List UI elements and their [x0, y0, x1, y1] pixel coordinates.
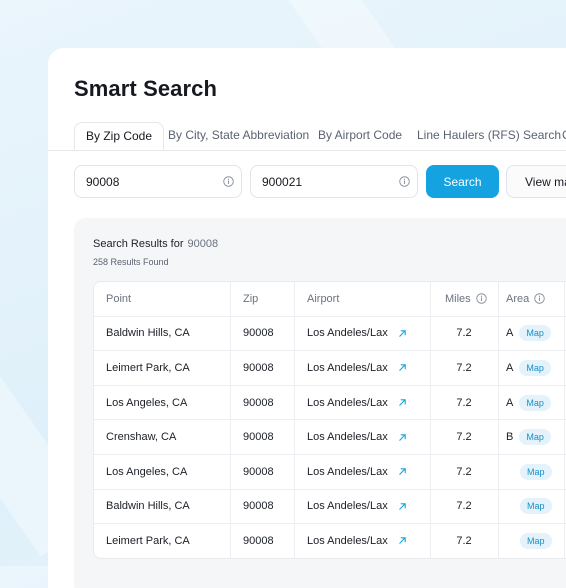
- map-button[interactable]: Map: [520, 463, 552, 480]
- info-icon[interactable]: [223, 176, 234, 187]
- zip-cell: 90008: [243, 361, 274, 374]
- map-button[interactable]: Map: [519, 429, 551, 446]
- airport-name: Los Andeles/Lax: [307, 361, 388, 374]
- table-row[interactable]: Crenshaw, CA 90008 Los Andeles/Lax 7.2 B Map: [94, 420, 566, 455]
- table-row[interactable]: Los Angeles, CA 90008 Los Andeles/Lax 7.2 Ma…: [94, 455, 566, 490]
- miles-cell: 7.2: [456, 500, 472, 513]
- map-button[interactable]: Map: [519, 394, 551, 411]
- map-button[interactable]: Map: [520, 532, 552, 549]
- area-cell: A Map: [506, 351, 551, 385]
- results-query: 90008: [187, 238, 219, 250]
- miles-cell: 7.2: [456, 327, 472, 340]
- results-panel: Search Results for 90008 258 Results Foun…: [74, 218, 566, 588]
- point-cell: Los Angeles, CA: [106, 396, 188, 409]
- zip-from-input[interactable]: [86, 166, 206, 197]
- airport-cell: Los Andeles/Lax: [307, 455, 407, 489]
- tab-by-city-state[interactable]: By City, State Abbreviation: [168, 128, 310, 142]
- table-row[interactable]: Baldwin Hills, CA 90008 Los Andeles/Lax 7.2…: [94, 317, 566, 352]
- airport-name: Los Andeles/Lax: [307, 431, 388, 444]
- point-cell: Leimert Park, CA: [106, 361, 190, 374]
- header-zip[interactable]: Zip: [243, 292, 259, 305]
- area-cell: Map: [506, 490, 552, 524]
- airport-cell: Los Andeles/Lax: [307, 351, 407, 385]
- table-header: Point Zip Airport Miles Area: [94, 282, 566, 317]
- area-cell: A Map: [506, 317, 551, 351]
- area-cell: Map: [506, 455, 552, 489]
- airport-name: Los Andeles/Lax: [307, 534, 388, 547]
- external-link-icon[interactable]: [398, 536, 407, 545]
- miles-cell: 7.2: [456, 361, 472, 374]
- area-code: A: [506, 396, 514, 409]
- zip-to-input[interactable]: [262, 166, 382, 197]
- airport-cell: Los Andeles/Lax: [307, 420, 407, 454]
- airport-name: Los Andeles/Lax: [307, 396, 388, 409]
- info-icon[interactable]: [475, 293, 487, 305]
- zip-cell: 90008: [243, 500, 274, 513]
- search-button[interactable]: Search: [426, 165, 499, 198]
- map-button[interactable]: Map: [519, 359, 551, 376]
- miles-cell: 7.2: [456, 465, 472, 478]
- external-link-icon[interactable]: [398, 467, 407, 476]
- zip-to-field[interactable]: [250, 165, 418, 198]
- results-count: 258 Results Found: [93, 257, 169, 267]
- results-table: Point Zip Airport Miles Area: [93, 281, 566, 559]
- airport-cell: Los Andeles/Lax: [307, 317, 407, 351]
- zip-cell: 90008: [243, 534, 274, 547]
- table-row[interactable]: Leimert Park, CA 90008 Los Andeles/Lax 7.2 A…: [94, 351, 566, 386]
- map-button[interactable]: Map: [520, 498, 552, 515]
- external-link-icon[interactable]: [398, 329, 407, 338]
- miles-cell: 7.2: [456, 534, 472, 547]
- airport-name: Los Andeles/Lax: [307, 500, 388, 513]
- airport-name: Los Andeles/Lax: [307, 327, 388, 340]
- external-link-icon[interactable]: [398, 502, 407, 511]
- header-area-label: Area: [506, 292, 530, 305]
- map-button[interactable]: Map: [519, 325, 551, 342]
- external-link-icon[interactable]: [398, 398, 407, 407]
- tab-by-airport-code[interactable]: By Airport Code: [318, 128, 403, 142]
- miles-cell: 7.2: [456, 396, 472, 409]
- search-tabs: By Zip Code By City, State Abbreviation …: [48, 122, 566, 151]
- header-airport[interactable]: Airport: [307, 292, 340, 305]
- area-cell: Map: [506, 524, 552, 558]
- header-miles-label: Miles: [445, 292, 471, 305]
- miles-cell: 7.2: [456, 431, 472, 444]
- header-point[interactable]: Point: [106, 292, 132, 305]
- table-row[interactable]: Baldwin Hills, CA 90008 Los Andeles/Lax 7.2…: [94, 490, 566, 525]
- info-icon[interactable]: [399, 176, 410, 187]
- external-link-icon[interactable]: [398, 363, 407, 372]
- results-label: Search Results for: [93, 238, 184, 250]
- header-miles[interactable]: Miles: [445, 282, 487, 316]
- zip-cell: 90008: [243, 465, 274, 478]
- tab-more[interactable]: C: [562, 122, 566, 150]
- tab-line-haulers[interactable]: Line Haulers (RFS) Search: [417, 128, 562, 142]
- info-icon[interactable]: [534, 293, 545, 305]
- airport-cell: Los Andeles/Lax: [307, 386, 407, 420]
- zip-cell: 90008: [243, 327, 274, 340]
- airport-cell: Los Andeles/Lax: [307, 524, 407, 558]
- area-code: B: [506, 431, 514, 444]
- view-map-button[interactable]: View ma: [506, 165, 566, 198]
- table-row[interactable]: Los Angeles, CA 90008 Los Andeles/Lax 7.2 A M…: [94, 386, 566, 421]
- point-cell: Leimert Park, CA: [106, 534, 190, 547]
- area-code: A: [506, 327, 514, 340]
- page-title: Smart Search: [74, 76, 218, 101]
- tab-by-zip-code[interactable]: By Zip Code: [74, 122, 165, 150]
- airport-name: Los Andeles/Lax: [307, 465, 388, 478]
- area-cell: A Map: [506, 386, 551, 420]
- point-cell: Baldwin Hills, CA: [106, 500, 190, 513]
- airport-cell: Los Andeles/Lax: [307, 490, 407, 524]
- zip-from-field[interactable]: [74, 165, 242, 198]
- point-cell: Los Angeles, CA: [106, 465, 188, 478]
- zip-cell: 90008: [243, 396, 274, 409]
- zip-cell: 90008: [243, 431, 274, 444]
- area-cell: B Map: [506, 420, 551, 454]
- header-area[interactable]: Area: [506, 282, 545, 316]
- results-heading: Search Results for 90008: [93, 238, 218, 250]
- smart-search-card: Smart Search By Zip Code By City, State …: [48, 48, 566, 588]
- table-row[interactable]: Leimert Park, CA 90008 Los Andeles/Lax 7.2 M…: [94, 524, 566, 558]
- external-link-icon[interactable]: [398, 433, 407, 442]
- point-cell: Crenshaw, CA: [106, 431, 177, 444]
- point-cell: Baldwin Hills, CA: [106, 327, 190, 340]
- area-code: A: [506, 361, 514, 374]
